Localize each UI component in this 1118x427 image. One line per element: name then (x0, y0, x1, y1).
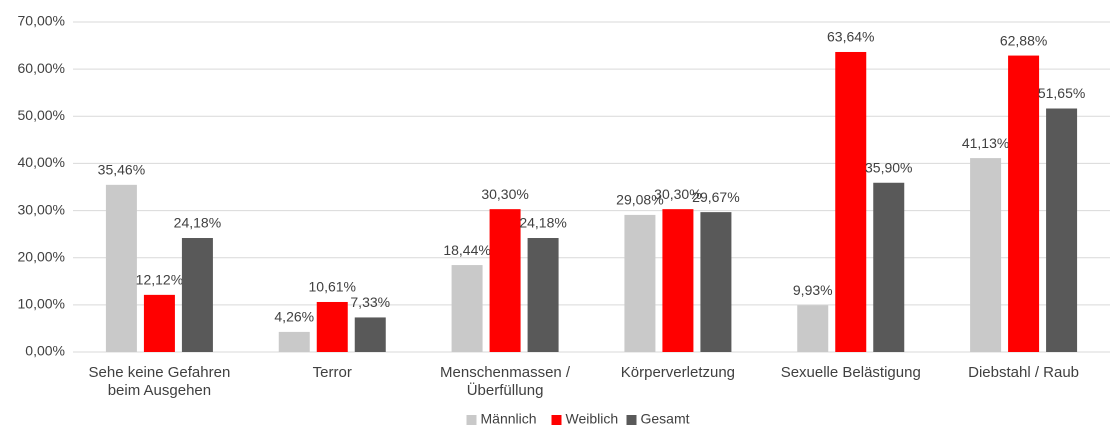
data-label: 30,30% (654, 186, 701, 202)
data-label: 62,88% (1000, 32, 1047, 48)
data-label: 63,64% (827, 29, 874, 45)
bar (835, 51, 867, 353)
data-label: 9,93% (793, 282, 833, 298)
data-label: 29,08% (616, 192, 663, 208)
y-tick-label: 70,00% (18, 13, 65, 29)
x-tick-label: Terror (312, 364, 352, 381)
bar (105, 184, 137, 352)
bar (451, 265, 483, 352)
bar (1046, 108, 1078, 352)
x-tick-label: Sexuelle Belästigung (780, 364, 921, 381)
data-label: 12,12% (136, 272, 183, 288)
y-tick-label: 50,00% (18, 107, 65, 123)
data-label: 24,18% (519, 215, 566, 231)
data-label: 29,67% (692, 189, 739, 205)
bar (1008, 55, 1040, 353)
data-label: 30,30% (481, 186, 528, 202)
data-label: 24,18% (174, 215, 221, 231)
bar (970, 158, 1002, 352)
y-tick-label: 10,00% (18, 296, 65, 312)
legend-swatch (551, 415, 562, 425)
data-label: 4,26% (274, 309, 314, 325)
y-tick-label: 0,00% (25, 343, 65, 359)
bar (873, 182, 905, 352)
legend-label: Männlich (481, 411, 537, 427)
legend-swatch (466, 415, 477, 425)
data-label: 10,61% (309, 279, 356, 295)
data-label: 51,65% (1038, 85, 1085, 101)
bar (143, 294, 175, 352)
data-label: 7,33% (350, 294, 390, 310)
legend-label: Weiblich (566, 411, 619, 427)
y-tick-label: 40,00% (18, 154, 65, 170)
bar (662, 209, 694, 352)
x-tick-label: Sehe keine Gefahren beim Ausgehen (88, 364, 231, 399)
x-tick-label: Diebstahl / Raub (968, 364, 1080, 381)
bar (489, 209, 521, 352)
bar (624, 214, 656, 352)
legend-label: Gesamt (641, 411, 690, 427)
data-label: 41,13% (962, 135, 1009, 151)
data-label: 35,90% (865, 159, 912, 175)
data-label: 35,46% (98, 162, 145, 178)
x-tick-label: Körperverletzung (620, 364, 736, 381)
bar (527, 238, 559, 352)
bar (354, 317, 386, 352)
bar (181, 238, 213, 352)
y-tick-label: 60,00% (18, 60, 65, 76)
y-tick-label: 20,00% (18, 248, 65, 264)
bar (316, 301, 348, 352)
y-tick-label: 30,00% (18, 201, 65, 217)
x-tick-label: Menschenmassen / Überfüllung (440, 364, 571, 399)
bar (278, 331, 310, 352)
bar (700, 212, 732, 352)
legend-swatch (626, 415, 637, 425)
data-label: 18,44% (443, 242, 490, 258)
bar (797, 305, 829, 352)
